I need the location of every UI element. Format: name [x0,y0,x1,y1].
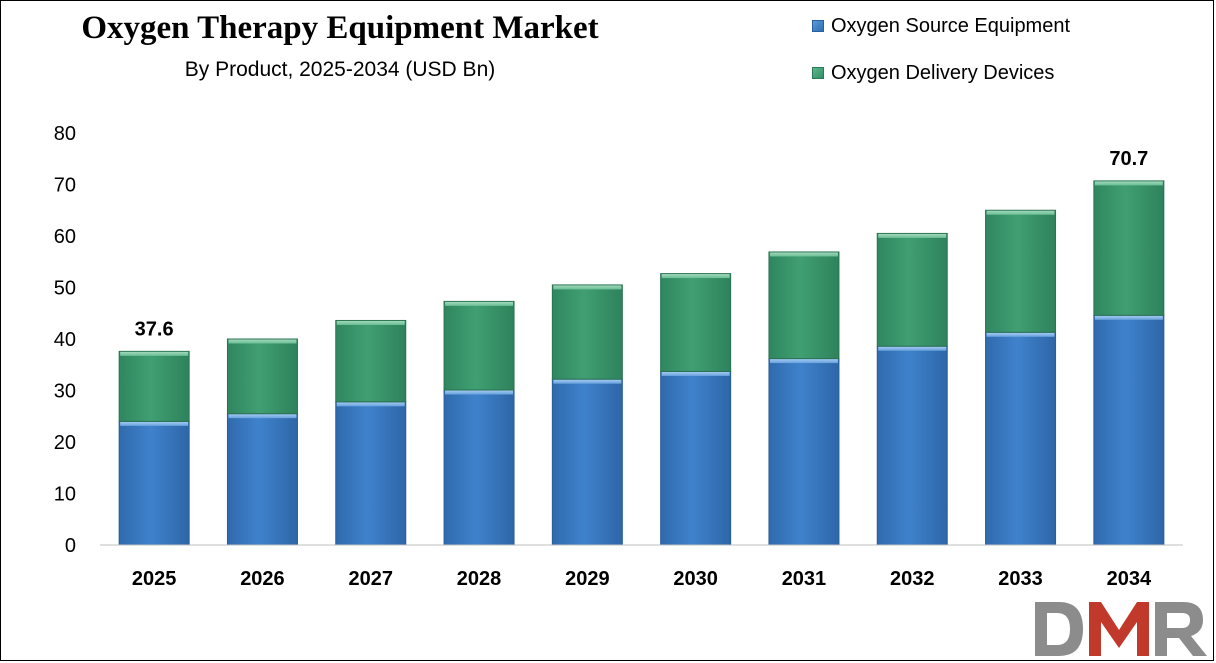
legend: Oxygen Source Equipment Oxygen Delivery … [812,12,1070,106]
bar-bevel-source-2032 [878,346,947,351]
x-tick-label-2027: 2027 [349,568,394,590]
y-tick-label: 70 [54,175,76,197]
legend-item-source: Oxygen Source Equipment [812,12,1070,40]
legend-swatch-source [812,20,824,32]
bar-bevel-delivery-2026 [228,339,297,344]
x-tick-label-2025: 2025 [132,568,177,590]
bar-segment-delivery-2026 [226,338,298,415]
y-tick-label: 50 [54,278,76,300]
x-tick-label-2030: 2030 [673,568,718,590]
bar-segment-delivery-2030 [660,273,732,372]
bar-segment-delivery-2034 [1093,180,1165,316]
bar-bevel-delivery-2030 [661,274,730,279]
bar-bevel-delivery-2031 [769,252,838,257]
legend-item-delivery: Oxygen Delivery Devices [812,59,1070,87]
y-tick-label: 40 [54,329,76,351]
x-tick-label-2034: 2034 [1107,568,1152,590]
bar-bevel-delivery-2032 [878,233,947,238]
bar-bevel-source-2031 [769,359,838,364]
data-label-2025: 37.6 [135,318,174,340]
bar-segment-source-2027 [335,401,407,546]
bar-segment-delivery-2031 [768,251,840,360]
y-tick-label: 80 [54,123,76,145]
x-tick-label-2028: 2028 [457,568,502,590]
bar-segment-source-2032 [876,345,948,546]
bar-segment-source-2031 [768,358,840,546]
bar-bevel-source-2025 [120,421,189,426]
chart-subtitle: By Product, 2025-2034 (USD Bn) [184,58,496,81]
bar-bevel-source-2029 [553,379,622,384]
y-tick-label: 20 [54,432,76,454]
bar-segment-source-2034 [1093,314,1165,546]
bar-bevel-delivery-2033 [986,210,1055,215]
bar-segment-delivery-2029 [551,284,623,380]
chart-title: Oxygen Therapy Equipment Market [81,10,599,46]
y-tick-label: 30 [54,381,76,403]
legend-label-delivery: Oxygen Delivery Devices [831,61,1055,84]
x-tick-label-2033: 2033 [998,568,1043,590]
data-labels: 37.6 70.7 [135,148,1149,340]
bar-bevel-source-2026 [228,414,297,419]
x-tick-label-2029: 2029 [565,568,610,590]
data-label-2034: 70.7 [1109,148,1148,170]
bar-bevel-delivery-2025 [120,351,189,356]
bar-segment-delivery-2027 [335,319,407,403]
bars-group [118,180,1165,546]
legend-label-source: Oxygen Source Equipment [831,14,1071,37]
bar-segment-delivery-2025 [118,350,190,422]
bar-segment-source-2033 [985,331,1057,546]
bar-bevel-delivery-2034 [1094,181,1163,186]
x-tick-label-2032: 2032 [890,568,935,590]
legend-swatch-delivery [812,67,824,79]
bar-segment-source-2028 [443,389,515,546]
bar-segment-source-2030 [660,370,732,546]
y-tick-label: 60 [54,226,76,248]
bar-bevel-source-2033 [986,332,1055,337]
bar-segment-delivery-2028 [443,300,515,391]
bar-segment-source-2029 [551,378,623,546]
x-tick-label-2031: 2031 [782,568,827,590]
dmr-logo [1035,602,1207,656]
bar-bevel-delivery-2029 [553,285,622,290]
bar-segment-delivery-2032 [876,232,948,347]
x-axis: 2025 2026 2027 2028 2029 2030 2031 2032 2033 2034 [132,568,1152,590]
y-axis: 0 10 20 30 40 50 60 70 80 [54,123,76,557]
y-tick-label: 10 [54,484,76,506]
y-tick-label: 0 [65,535,76,557]
bar-bevel-source-2028 [445,390,514,395]
bar-bevel-delivery-2028 [445,301,514,306]
bar-bevel-source-2030 [661,371,730,376]
bar-segment-source-2025 [118,420,190,546]
bar-segment-delivery-2033 [985,209,1057,333]
bar-bevel-source-2034 [1094,315,1163,320]
x-tick-label-2026: 2026 [240,568,285,590]
bar-bevel-source-2027 [336,402,405,407]
bar-bevel-delivery-2027 [336,320,405,325]
bar-segment-source-2026 [226,413,298,546]
